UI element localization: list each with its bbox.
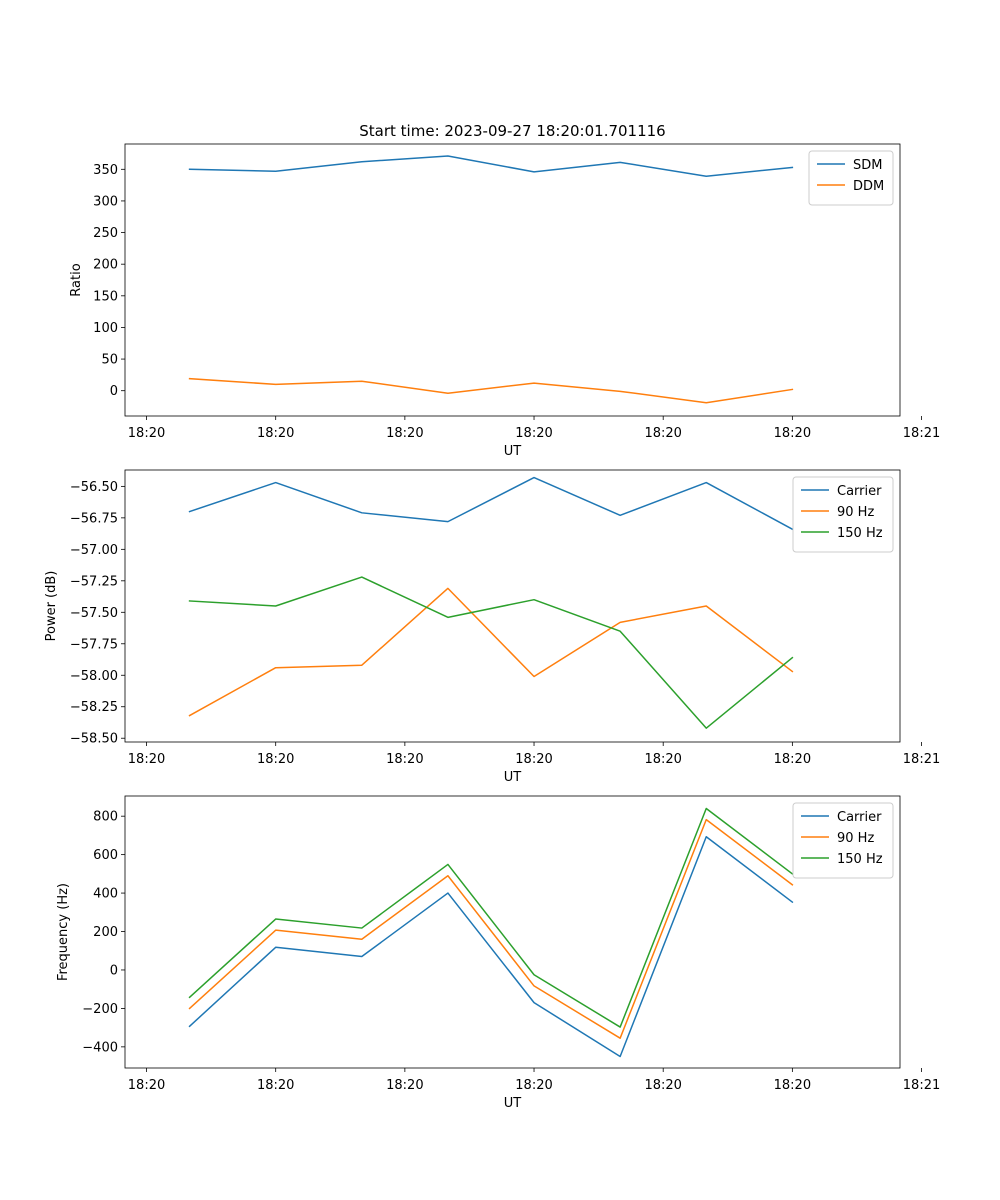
series-line-1 bbox=[188, 836, 794, 1058]
x-tick-label: 18:20 bbox=[386, 1078, 423, 1093]
y-tick-label: 300 bbox=[93, 194, 118, 209]
series-line-2 bbox=[188, 818, 794, 1039]
x-axis-label: UT bbox=[504, 1096, 522, 1111]
chart-panel-1: 18:20 18:20 18:20 18:20 18:20 18:20 18:21 0 50 10… bbox=[69, 143, 940, 459]
y-tick-label: −57.25 bbox=[70, 574, 118, 589]
legend-label: SDM bbox=[853, 158, 882, 173]
x-tick-label: 18:20 bbox=[257, 1078, 294, 1093]
x-tick-label: 18:20 bbox=[515, 1078, 552, 1093]
y-tick-label: 600 bbox=[93, 848, 118, 863]
legend-label: Carrier bbox=[837, 810, 882, 825]
legend-label: Carrier bbox=[837, 484, 882, 499]
legend: Carrier 90 Hz 150 Hz bbox=[792, 802, 894, 879]
y-tick-label: 100 bbox=[93, 321, 118, 336]
x-tick-label: 18:20 bbox=[128, 752, 165, 767]
legend-label: 90 Hz bbox=[837, 505, 874, 520]
y-tick-label: 0 bbox=[110, 384, 118, 399]
legend: Carrier 90 Hz 150 Hz bbox=[792, 476, 894, 553]
chart-panel-2: 18:20 18:20 18:20 18:20 18:20 18:20 18:21 −58.5… bbox=[44, 469, 940, 785]
y-tick-label: −56.75 bbox=[70, 511, 118, 526]
x-tick-label: 18:20 bbox=[386, 426, 423, 441]
x-tick-label: 18:20 bbox=[644, 752, 681, 767]
x-tick-label: 18:20 bbox=[257, 426, 294, 441]
y-tick-label: 200 bbox=[93, 925, 118, 940]
x-tick-label: 18:21 bbox=[903, 426, 940, 441]
axes-frame bbox=[124, 795, 901, 1069]
legend-label: 90 Hz bbox=[837, 831, 874, 846]
x-axis-label: UT bbox=[504, 444, 522, 459]
y-tick-label: −58.00 bbox=[70, 669, 118, 684]
axes-frame bbox=[124, 143, 901, 417]
y-tick-label: −56.50 bbox=[70, 480, 118, 495]
x-tick-label: 18:20 bbox=[774, 1078, 811, 1093]
legend: SDM DDM bbox=[808, 150, 894, 206]
y-tick-label: 150 bbox=[93, 289, 118, 304]
y-tick-label: −57.75 bbox=[70, 637, 118, 652]
x-tick-label: 18:20 bbox=[128, 1078, 165, 1093]
x-tick-label: 18:20 bbox=[644, 1078, 681, 1093]
y-axis-label: Frequency (Hz) bbox=[56, 883, 71, 981]
series-line-3 bbox=[188, 807, 794, 1028]
series-line-3 bbox=[188, 576, 794, 729]
y-axis-label: Ratio bbox=[69, 263, 84, 296]
legend-label: DDM bbox=[853, 179, 884, 194]
x-axis-label: UT bbox=[504, 770, 522, 785]
chart-panel-3: 18:20 18:20 18:20 18:20 18:20 18:20 18:21 −400 −… bbox=[56, 795, 940, 1111]
x-tick-label: 18:21 bbox=[903, 1078, 940, 1093]
x-tick-label: 18:20 bbox=[257, 752, 294, 767]
y-tick-label: 200 bbox=[93, 258, 118, 273]
y-tick-label: 0 bbox=[110, 963, 118, 978]
y-tick-label: −58.50 bbox=[70, 732, 118, 747]
legend-label: 150 Hz bbox=[837, 526, 883, 541]
chart-title: Start time: 2023-09-27 18:20:01.701116 bbox=[359, 122, 665, 140]
y-tick-label: 50 bbox=[101, 353, 118, 368]
x-tick-label: 18:20 bbox=[128, 426, 165, 441]
x-tick-label: 18:21 bbox=[903, 752, 940, 767]
x-tick-label: 18:20 bbox=[644, 426, 681, 441]
panels: 18:20 18:20 18:20 18:20 18:20 18:20 18:21 0 50 10… bbox=[44, 143, 940, 1111]
y-tick-label: 250 bbox=[93, 226, 118, 241]
x-tick-label: 18:20 bbox=[386, 752, 423, 767]
series-line-1 bbox=[188, 476, 794, 531]
series-line-2 bbox=[188, 587, 794, 717]
y-tick-label: −57.00 bbox=[70, 543, 118, 558]
y-tick-label: −58.25 bbox=[70, 700, 118, 715]
y-tick-label: −200 bbox=[82, 1002, 118, 1017]
series-line-2 bbox=[188, 377, 794, 404]
y-tick-label: 350 bbox=[93, 163, 118, 178]
y-tick-label: 800 bbox=[93, 810, 118, 825]
legend-box bbox=[792, 802, 894, 879]
y-tick-label: −400 bbox=[82, 1040, 118, 1055]
legend-box bbox=[792, 476, 894, 553]
x-tick-label: 18:20 bbox=[515, 426, 552, 441]
y-axis-label: Power (dB) bbox=[44, 571, 59, 642]
y-tick-label: 400 bbox=[93, 887, 118, 902]
legend-label: 150 Hz bbox=[837, 852, 883, 867]
x-tick-label: 18:20 bbox=[515, 752, 552, 767]
axes-frame bbox=[124, 469, 901, 743]
y-tick-label: −57.50 bbox=[70, 606, 118, 621]
series-line-1 bbox=[188, 155, 794, 178]
x-tick-label: 18:20 bbox=[774, 752, 811, 767]
x-tick-label: 18:20 bbox=[774, 426, 811, 441]
